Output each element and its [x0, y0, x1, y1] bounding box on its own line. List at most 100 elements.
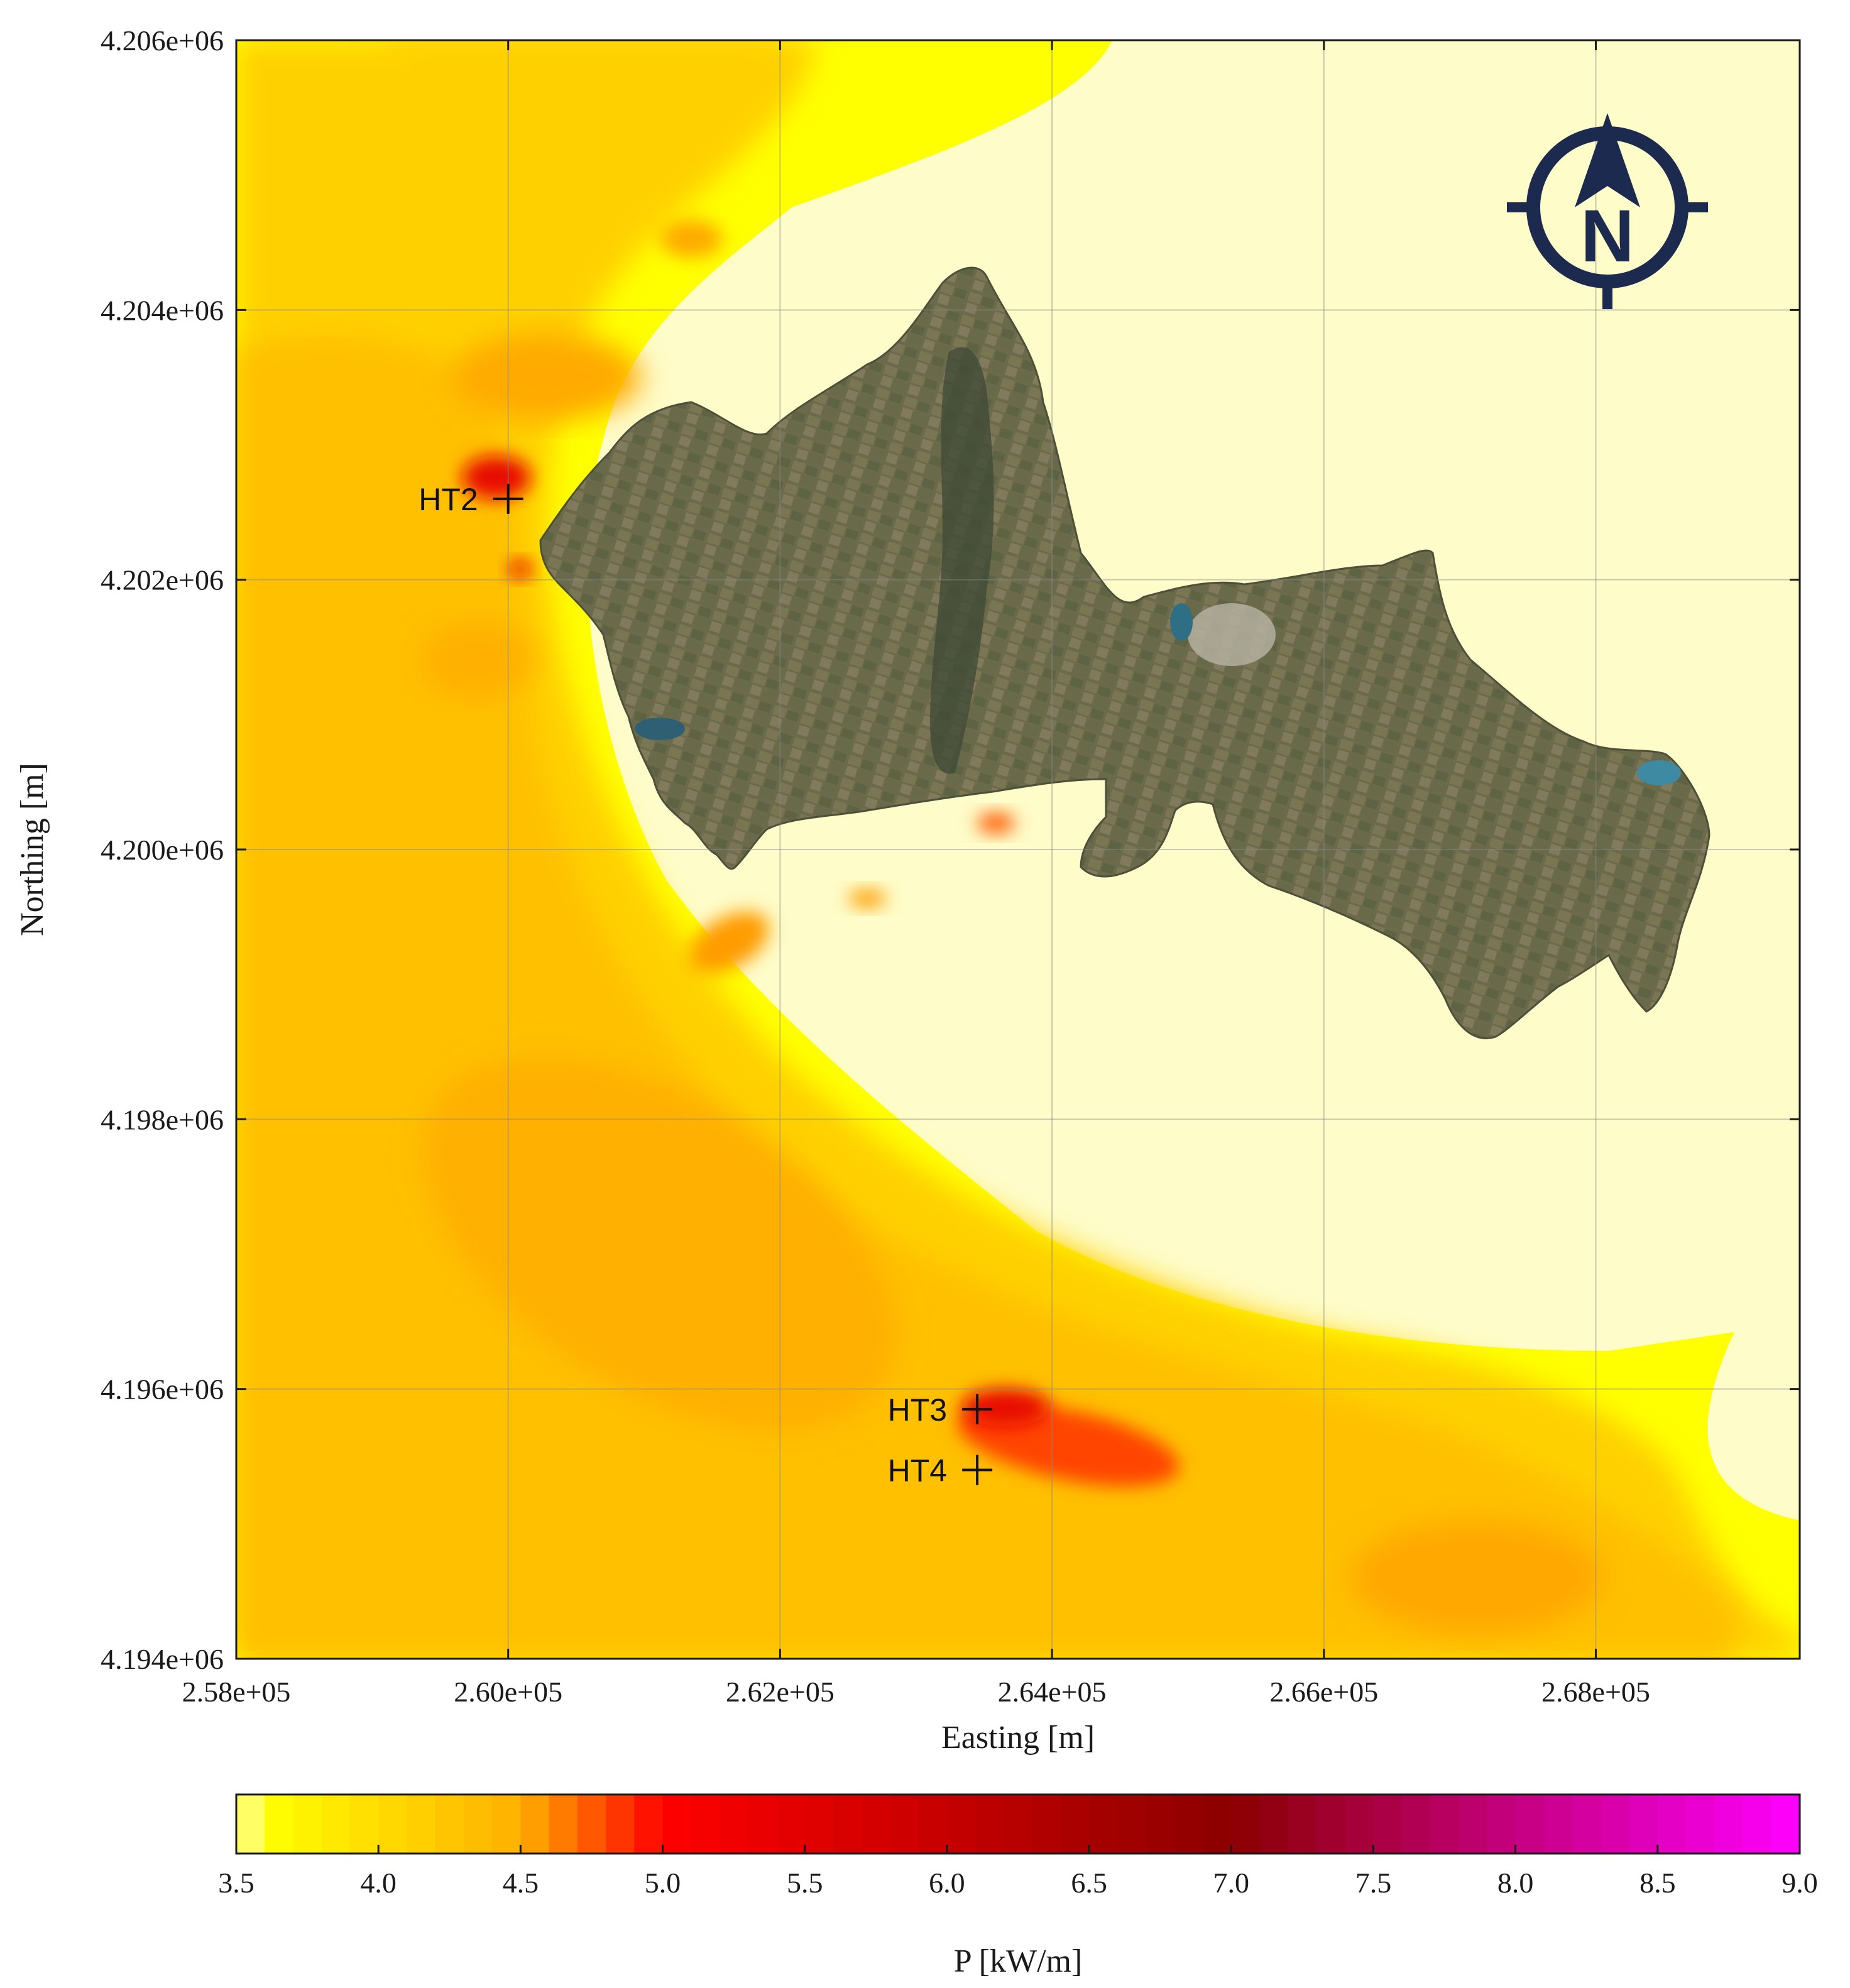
- y-tick-label: 4.200e+06: [101, 834, 224, 866]
- colorbar-band: [1629, 1794, 1658, 1854]
- hotspot-bay: [977, 813, 1015, 833]
- colorbar-band: [975, 1794, 1005, 1854]
- colorbar-ticks: 3.5 4.0 4.5 5.0 5.5 6.0 6.5 7.0 7.5 8.0 8.5 9.0: [218, 1845, 1818, 1899]
- island-west-cove: [635, 718, 685, 740]
- y-tick-label: 4.196e+06: [101, 1374, 224, 1406]
- colorbar-band: [776, 1794, 806, 1854]
- colorbar-tick-label: 5.0: [645, 1867, 681, 1899]
- y-axis-ticks: 4.194e+06 4.196e+06 4.198e+06 4.200e+06 4.20…: [101, 25, 1800, 1675]
- colorbar-tick-label: 8.5: [1639, 1867, 1676, 1899]
- colorbar-band: [691, 1794, 721, 1854]
- island-east-cove: [1637, 760, 1681, 785]
- colorbar-band: [890, 1794, 919, 1854]
- colorbar-band: [549, 1794, 578, 1854]
- colorbar-band: [1572, 1794, 1602, 1854]
- colorbar-bands: [236, 1794, 1800, 1854]
- colorbar-band: [720, 1794, 749, 1854]
- hotspot-ht2: [462, 456, 531, 500]
- x-axis-ticks: 2.58e+05 2.60e+05 2.62e+05 2.64e+05 2.66e+05…: [182, 40, 1650, 1708]
- colorbar-band: [1686, 1794, 1716, 1854]
- north-compass-icon: N: [1507, 113, 1708, 309]
- colorbar-band: [1657, 1794, 1687, 1854]
- colorbar-band: [435, 1794, 464, 1854]
- colorbar-band: [520, 1794, 550, 1854]
- colorbar-band: [634, 1794, 664, 1854]
- colorbar-band: [1004, 1794, 1033, 1854]
- colorbar-label: P [kW/m]: [954, 1943, 1083, 1979]
- colorbar-band: [1601, 1794, 1630, 1854]
- colorbar-band: [1345, 1794, 1374, 1854]
- colorbar-tick-label: 5.5: [787, 1867, 823, 1899]
- y-tick-label: 4.194e+06: [101, 1643, 224, 1675]
- colorbar-band: [748, 1794, 777, 1854]
- colorbar-band: [378, 1794, 408, 1854]
- colorbar-band: [265, 1794, 294, 1854]
- grid-lines: [236, 40, 1800, 1659]
- x-tick-label: 2.58e+05: [182, 1676, 291, 1708]
- colorbar-band: [1459, 1794, 1488, 1854]
- colorbar-tick-label: 7.0: [1213, 1867, 1250, 1899]
- colorbar-band: [1146, 1794, 1175, 1854]
- colorbar-band: [1316, 1794, 1346, 1854]
- colorbar-frame: [235, 1793, 1801, 1855]
- colorbar-band: [407, 1794, 436, 1854]
- colorbar-band: [321, 1794, 351, 1854]
- site-label: HT2: [419, 482, 478, 517]
- southeast-orange-patch: [1351, 1521, 1602, 1634]
- north-orange-spot: [660, 220, 723, 258]
- offshore-orange-patch: [423, 1058, 897, 1430]
- colorbar-tick-label: 9.0: [1782, 1867, 1818, 1899]
- y-axis-label: Northing [m]: [14, 763, 50, 936]
- hotspot-south-core: [961, 1389, 1049, 1426]
- site-label: HT3: [888, 1392, 947, 1428]
- colorbar-band: [1743, 1794, 1772, 1854]
- west-orange-patch: [421, 622, 534, 697]
- y-tick-label: 4.202e+06: [101, 564, 224, 596]
- colorbar-band: [833, 1794, 863, 1854]
- colorbar-band: [1430, 1794, 1460, 1854]
- colorbar-band: [862, 1794, 891, 1854]
- x-tick-label: 2.68e+05: [1541, 1676, 1650, 1708]
- x-tick-label: 2.64e+05: [998, 1676, 1107, 1708]
- y-tick-label: 4.204e+06: [101, 294, 224, 326]
- colorbar-band: [349, 1794, 380, 1854]
- wave-power-field: HT2 HT3 HT4: [236, 40, 1800, 1659]
- north-arrowhead-icon: [1575, 113, 1640, 207]
- colorbar-band: [1714, 1794, 1744, 1854]
- colorbar-tick-label: 6.0: [929, 1867, 965, 1899]
- colorbar-band: [236, 1794, 266, 1854]
- bay-orange-spot-2: [848, 890, 886, 907]
- measurement-sites: HT2 HT3 HT4: [419, 482, 993, 1488]
- colorbar-band: [463, 1794, 493, 1854]
- colorbar-band: [492, 1794, 522, 1854]
- x-tick-label: 2.60e+05: [454, 1676, 562, 1708]
- northwest-orange-patch: [452, 333, 641, 421]
- contour-top-gold-lobe: [377, 40, 792, 151]
- colorbar-band: [606, 1794, 635, 1854]
- colorbar-band: [918, 1794, 948, 1854]
- x-axis-label: Easting [m]: [941, 1720, 1095, 1756]
- colorbar-tick-label: 4.5: [503, 1867, 539, 1899]
- colorbar-tick-label: 7.5: [1355, 1867, 1392, 1899]
- island-land: [539, 266, 1710, 1039]
- y-tick-label: 4.198e+06: [101, 1103, 224, 1135]
- north-letter: N: [1580, 195, 1634, 278]
- colorbar-band: [293, 1794, 322, 1854]
- colorbar: 3.5 4.0 4.5 5.0 5.5 6.0 6.5 7.0 7.5 8.0 8.5 9.0 P […: [218, 1793, 1818, 1979]
- colorbar-band: [1373, 1794, 1403, 1854]
- colorbar-band: [1288, 1794, 1317, 1854]
- colorbar-band: [1174, 1794, 1204, 1854]
- colorbar-band: [1771, 1794, 1800, 1854]
- hotspot-ht2-south: [509, 560, 532, 578]
- colorbar-band: [804, 1794, 834, 1854]
- colorbar-band: [1487, 1794, 1516, 1854]
- colorbar-tick-label: 8.0: [1497, 1867, 1534, 1899]
- colorbar-tick-label: 4.0: [360, 1867, 397, 1899]
- colorbar-band: [1117, 1794, 1147, 1854]
- colorbar-band: [1259, 1794, 1289, 1854]
- bay-orange-spot: [689, 911, 769, 974]
- colorbar-band: [1089, 1794, 1119, 1854]
- colorbar-band: [1060, 1794, 1090, 1854]
- x-tick-label: 2.66e+05: [1269, 1676, 1378, 1708]
